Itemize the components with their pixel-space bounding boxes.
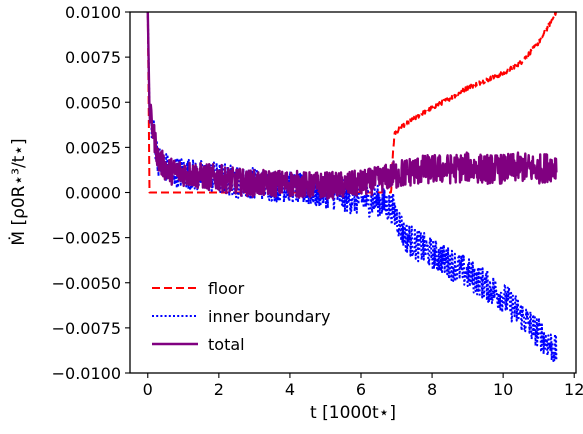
y-tick-label: −0.0050 (52, 274, 121, 293)
series-line-total (146, 12, 558, 200)
x-tick-label: 8 (427, 380, 437, 399)
x-axis-label: t [1000t⋆] (310, 403, 396, 423)
x-tick-label: 2 (214, 380, 224, 399)
y-tick-label: −0.0025 (52, 229, 121, 248)
series-layer (146, 12, 558, 362)
y-tick-label: 0.0000 (65, 184, 121, 203)
legend: floor inner boundary total (152, 279, 330, 354)
y-tick-label: 0.0100 (65, 3, 121, 22)
ticks-layer: 0 2 4 6 8 10 12 −0.0100 −0.0075 −0.0050 −0.0025 0.0… (52, 3, 583, 399)
y-axis-label: Ṁ [ρ0R⋆³/t⋆] (8, 138, 29, 245)
legend-entry-label: total (208, 335, 245, 354)
y-tick-label: −0.0075 (52, 319, 121, 338)
series-line-floor (146, 12, 557, 194)
y-tick-label: 0.0075 (65, 48, 121, 67)
x-tick-label: 10 (493, 380, 513, 399)
x-tick-label: 12 (564, 380, 583, 399)
y-tick-label: 0.0025 (65, 138, 121, 157)
x-tick-label: 4 (285, 380, 295, 399)
x-tick-label: 6 (356, 380, 366, 399)
series-line-inner-boundary (146, 12, 558, 362)
y-tick-label: 0.0050 (65, 93, 121, 112)
legend-entry-label: inner boundary (208, 307, 330, 326)
y-tick-label: −0.0100 (52, 364, 121, 383)
legend-entry-label: floor (208, 279, 245, 298)
x-tick-label: 0 (143, 380, 153, 399)
